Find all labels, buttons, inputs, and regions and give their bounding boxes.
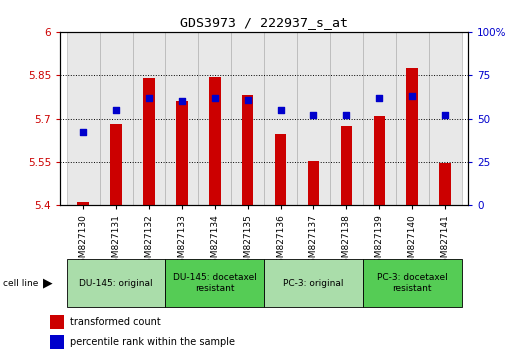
Bar bbox=[330, 32, 363, 205]
Title: GDS3973 / 222937_s_at: GDS3973 / 222937_s_at bbox=[180, 16, 348, 29]
Bar bbox=[132, 32, 165, 205]
Point bbox=[441, 112, 449, 118]
Bar bbox=[67, 32, 99, 205]
Bar bbox=[50, 315, 64, 329]
Bar bbox=[50, 335, 64, 348]
Bar bbox=[242, 96, 254, 205]
Bar bbox=[67, 259, 165, 307]
Bar bbox=[99, 32, 132, 205]
Bar bbox=[198, 32, 231, 205]
Bar bbox=[396, 32, 429, 205]
Point bbox=[112, 107, 120, 113]
Text: PC-3: docetaxel
resistant: PC-3: docetaxel resistant bbox=[377, 274, 448, 293]
Bar bbox=[439, 164, 451, 205]
Bar bbox=[340, 126, 352, 205]
Point bbox=[145, 95, 153, 101]
Bar bbox=[110, 124, 122, 205]
Bar bbox=[209, 77, 221, 205]
Bar bbox=[165, 32, 198, 205]
Bar bbox=[406, 68, 418, 205]
Bar bbox=[143, 78, 155, 205]
Point bbox=[276, 107, 285, 113]
Point bbox=[178, 98, 186, 104]
Bar bbox=[373, 116, 385, 205]
Bar bbox=[363, 32, 396, 205]
Bar bbox=[264, 259, 363, 307]
Bar bbox=[165, 259, 264, 307]
Bar bbox=[77, 202, 89, 205]
Text: DU-145: docetaxel
resistant: DU-145: docetaxel resistant bbox=[173, 274, 257, 293]
Bar bbox=[363, 259, 461, 307]
Point bbox=[244, 97, 252, 102]
Point bbox=[342, 112, 350, 118]
Bar bbox=[297, 32, 330, 205]
Text: DU-145: original: DU-145: original bbox=[79, 279, 153, 288]
Point bbox=[375, 95, 383, 101]
Point bbox=[309, 112, 317, 118]
Bar bbox=[275, 135, 286, 205]
Point bbox=[408, 93, 416, 99]
Bar bbox=[176, 101, 188, 205]
Text: ▶: ▶ bbox=[43, 277, 53, 290]
Bar bbox=[308, 160, 319, 205]
Text: PC-3: original: PC-3: original bbox=[283, 279, 344, 288]
Text: transformed count: transformed count bbox=[70, 318, 161, 327]
Text: percentile rank within the sample: percentile rank within the sample bbox=[70, 337, 235, 347]
Bar bbox=[264, 32, 297, 205]
Point bbox=[211, 95, 219, 101]
Point bbox=[79, 130, 87, 135]
Bar bbox=[231, 32, 264, 205]
Text: cell line: cell line bbox=[3, 279, 38, 288]
Bar bbox=[429, 32, 461, 205]
